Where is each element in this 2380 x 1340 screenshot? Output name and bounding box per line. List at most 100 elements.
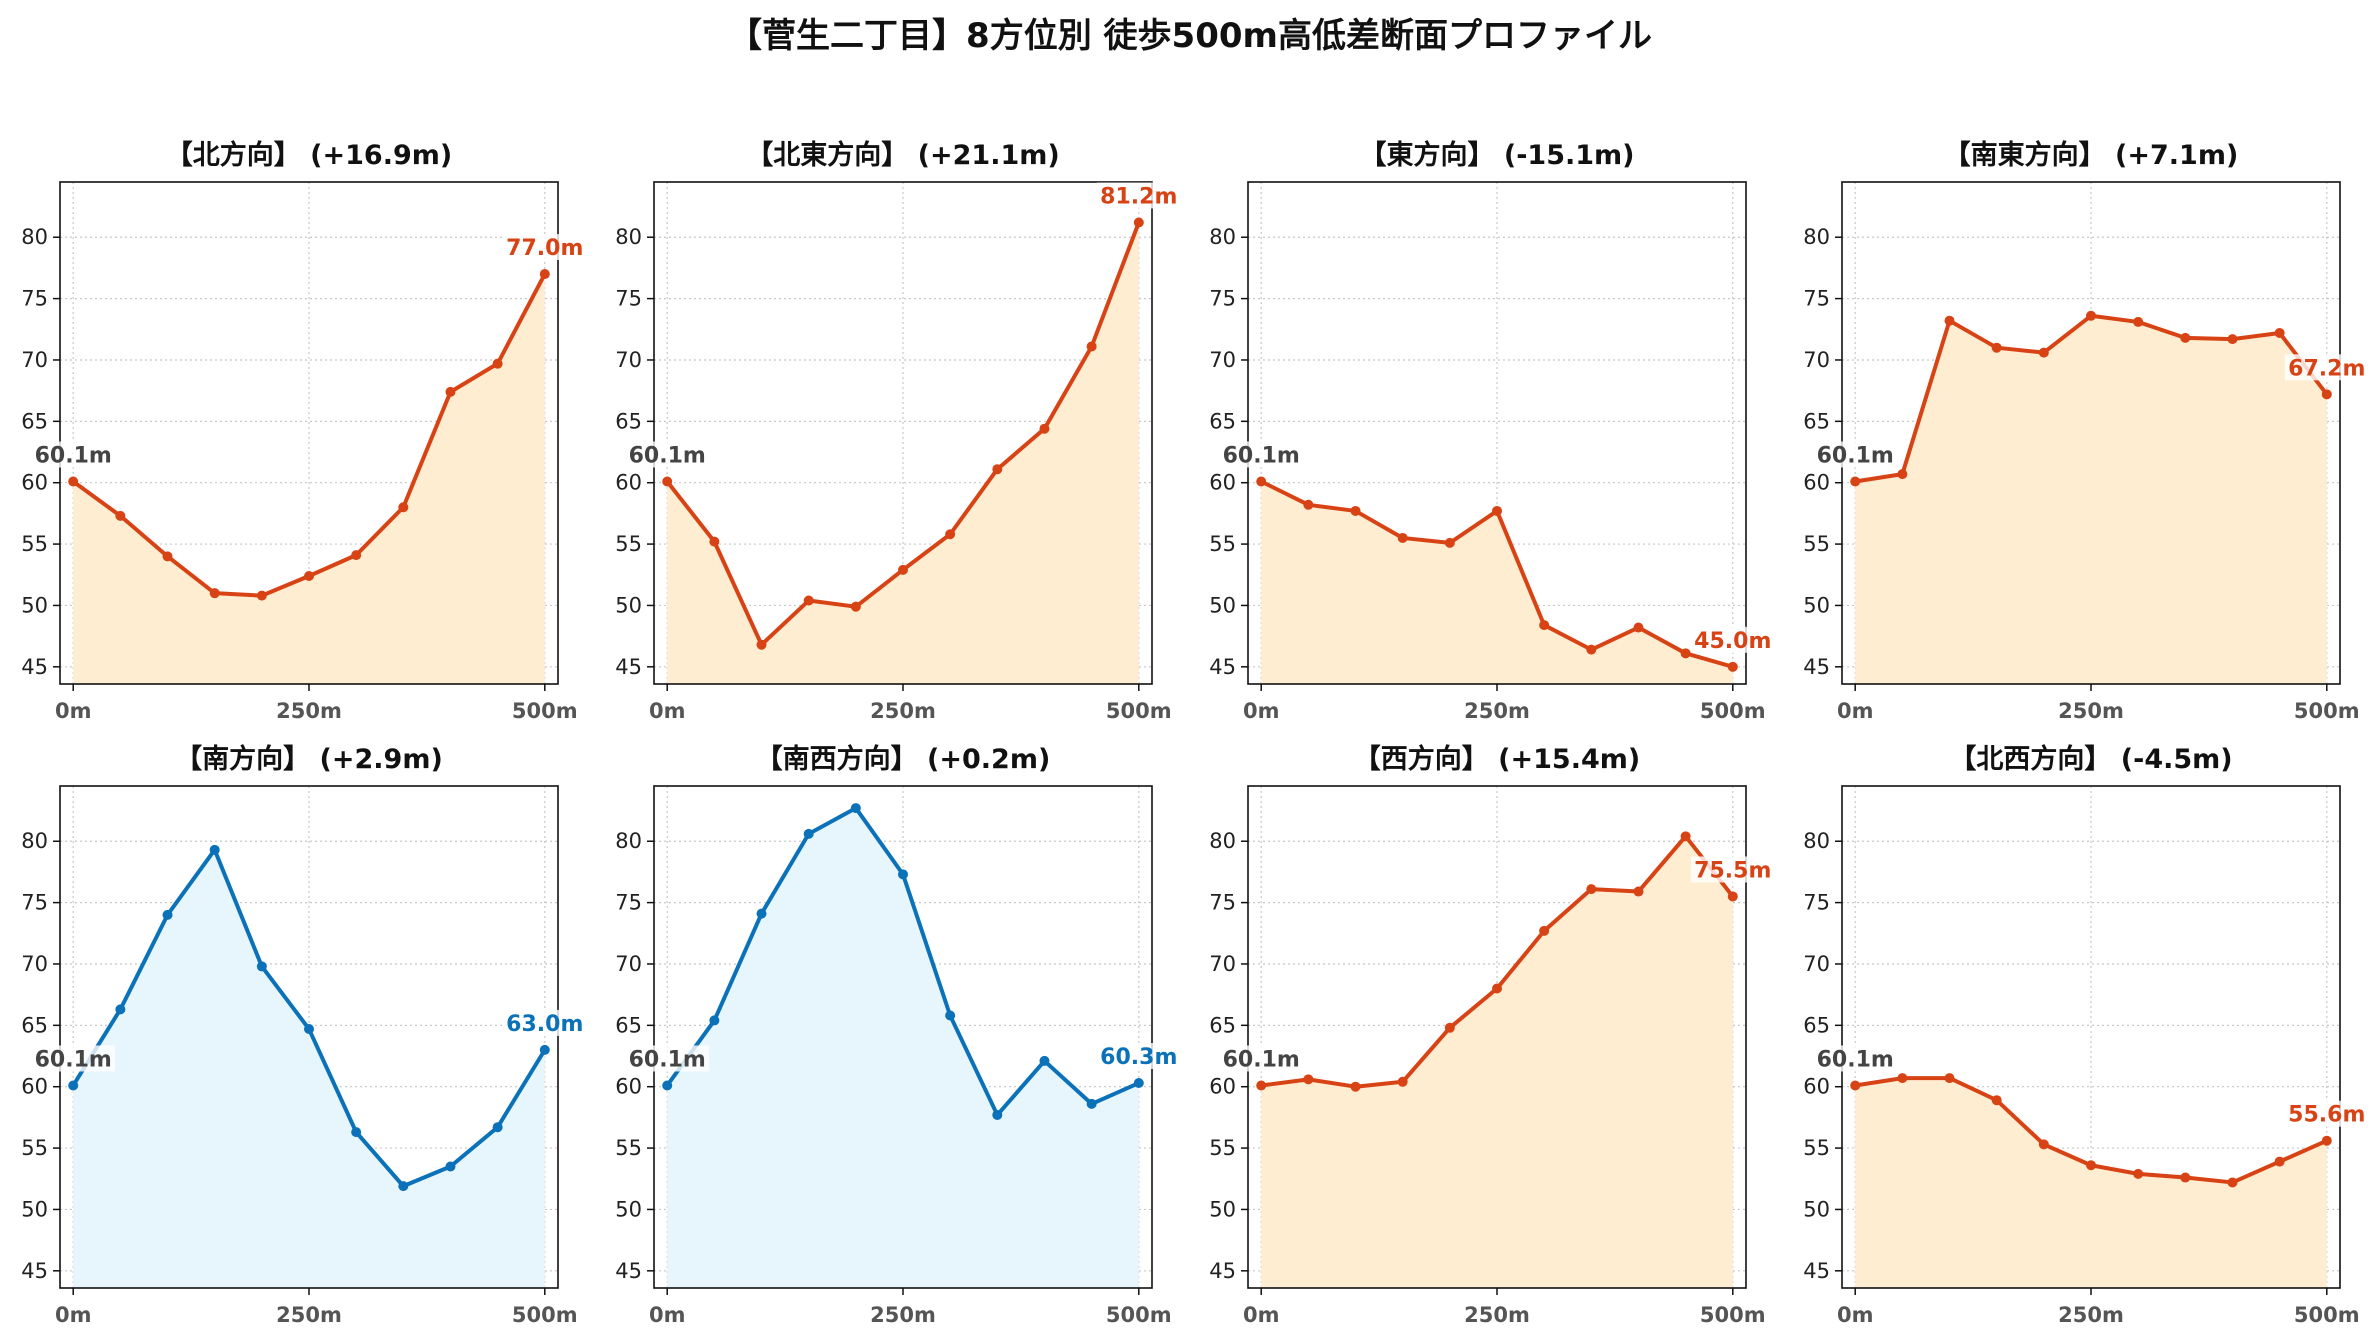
y-tick-label: 65	[1209, 1013, 1236, 1037]
start-elevation-label: 60.1m	[629, 1047, 706, 1072]
x-tick-label: 500m	[2294, 1303, 2360, 1327]
x-tick-label: 0m	[55, 699, 92, 723]
profile-panel: 【南西方向】 (+0.2m) 45 50 55 60 65 70 75 80 0m 250m 500m…	[615, 743, 1181, 1327]
start-label-bg	[625, 441, 710, 468]
data-point	[992, 464, 1003, 475]
end-elevation-label: 67.2m	[2288, 356, 2365, 381]
x-tick-label: 250m	[276, 699, 342, 723]
y-tick-label: 55	[1803, 1136, 1830, 1160]
y-tick-label: 50	[615, 1197, 642, 1221]
y-tick-label: 55	[1803, 532, 1830, 556]
area-fill	[1261, 481, 1733, 684]
data-point	[992, 1109, 1003, 1120]
data-point	[709, 536, 720, 547]
start-elevation-label: 60.1m	[1223, 443, 1300, 468]
data-point	[803, 595, 814, 606]
end-label-bg	[2284, 354, 2369, 381]
data-point	[898, 869, 908, 880]
area-fill	[667, 222, 1139, 684]
start-elevation-label: 60.1m	[1817, 1047, 1894, 1072]
data-point	[1350, 1081, 1361, 1092]
profile-panel: 【北方向】 (+16.9m) 45 50 55 60 65 70 75 80 0m 250m 500m…	[21, 139, 587, 723]
data-point	[115, 510, 126, 521]
data-point	[1256, 1080, 1267, 1091]
data-point	[1850, 476, 1861, 487]
data-point	[1133, 1078, 1144, 1089]
end-label-bg	[1690, 626, 1775, 653]
y-tick-label: 65	[615, 1013, 642, 1037]
y-tick-label: 55	[1209, 1136, 1236, 1160]
x-tick-label: 0m	[1243, 699, 1280, 723]
data-point	[2133, 1168, 2144, 1179]
x-tick-label: 500m	[1700, 1303, 1766, 1327]
y-tick-label: 80	[1803, 225, 1830, 249]
area-fill	[73, 274, 545, 684]
data-point	[256, 590, 267, 601]
profile-panel: 【東方向】 (-15.1m) 45 50 55 60 65 70 75 80 0m 250m 500m…	[1209, 139, 1775, 723]
start-label-bg	[1219, 441, 1304, 468]
end-label-bg	[1096, 1043, 1181, 1070]
figure-title: 【菅生二丁目】8方位別 徒歩500m高低差断面プロファイル	[728, 16, 1652, 56]
y-tick-label: 50	[21, 593, 48, 617]
data-point	[2086, 1160, 2096, 1171]
panel-title: 【東方向】 (-15.1m)	[1359, 139, 1634, 171]
data-point	[2180, 332, 2191, 343]
start-elevation-label: 60.1m	[629, 443, 706, 468]
end-elevation-label: 45.0m	[1694, 629, 1771, 654]
data-point	[304, 570, 314, 581]
y-tick-label: 45	[1803, 1259, 1830, 1283]
profile-panel: 【北西方向】 (-4.5m) 45 50 55 60 65 70 75 80 0m 250m 500m…	[1803, 743, 2369, 1327]
data-point	[756, 639, 767, 650]
area-fill	[667, 808, 1139, 1288]
y-tick-label: 45	[615, 1259, 642, 1283]
data-point	[2086, 310, 2096, 321]
y-tick-label: 80	[21, 829, 48, 853]
data-point	[1727, 661, 1738, 672]
data-point	[756, 908, 767, 919]
panel-title: 【南東方向】 (+7.1m)	[1944, 139, 2239, 171]
y-tick-label: 70	[615, 952, 642, 976]
x-tick-label: 250m	[1464, 1303, 1530, 1327]
x-tick-label: 250m	[2058, 1303, 2124, 1327]
x-tick-label: 0m	[1243, 1303, 1280, 1327]
x-tick-label: 0m	[649, 699, 686, 723]
data-point	[1633, 886, 1644, 897]
y-tick-label: 60	[615, 471, 642, 495]
area-fill	[73, 849, 545, 1288]
start-label-bg	[625, 1045, 710, 1072]
y-tick-label: 75	[615, 287, 642, 311]
x-tick-label: 250m	[870, 1303, 936, 1327]
y-tick-label: 60	[21, 1075, 48, 1099]
x-tick-label: 500m	[512, 1303, 578, 1327]
data-point	[2038, 347, 2049, 358]
data-point	[2274, 1156, 2285, 1167]
data-point	[1586, 644, 1597, 655]
data-point	[1539, 620, 1550, 631]
data-point	[2274, 327, 2285, 338]
area-fill	[1855, 315, 2327, 684]
data-point	[2133, 316, 2144, 327]
data-point	[2180, 1172, 2191, 1183]
data-point	[1944, 315, 1955, 326]
data-point	[1991, 1095, 2002, 1106]
data-point	[2038, 1139, 2049, 1150]
panel-title: 【北東方向】 (+21.1m)	[746, 139, 1059, 171]
data-point	[162, 551, 173, 562]
data-point	[1680, 831, 1691, 842]
y-tick-label: 65	[1209, 409, 1236, 433]
y-tick-label: 60	[21, 471, 48, 495]
data-point	[803, 828, 814, 839]
data-point	[492, 1122, 503, 1133]
y-tick-label: 50	[1209, 593, 1236, 617]
profile-panel: 【南方向】 (+2.9m) 45 50 55 60 65 70 75 80 0m 250m 500m 6…	[21, 743, 587, 1327]
data-point	[1492, 983, 1502, 994]
data-point	[1897, 1073, 1908, 1084]
y-tick-label: 75	[21, 891, 48, 915]
y-tick-label: 70	[1209, 952, 1236, 976]
data-point	[1086, 341, 1097, 352]
y-tick-label: 80	[615, 225, 642, 249]
area-fill	[1855, 1078, 2327, 1288]
x-tick-label: 500m	[1700, 699, 1766, 723]
data-point	[1397, 532, 1408, 543]
